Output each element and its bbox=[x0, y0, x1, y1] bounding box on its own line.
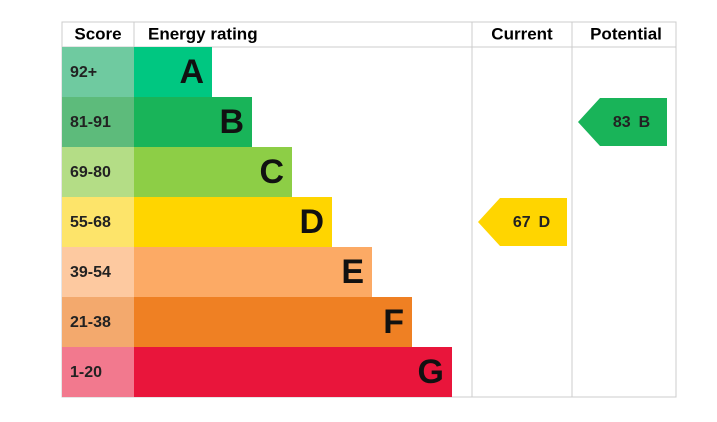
rating-letter: G bbox=[418, 353, 444, 391]
score-cell bbox=[62, 47, 134, 97]
current-value: 67 bbox=[513, 214, 531, 231]
score-cell bbox=[62, 297, 134, 347]
rating-letter: A bbox=[179, 53, 204, 91]
rating-bar bbox=[134, 97, 252, 147]
current-label: 67 D bbox=[513, 214, 550, 231]
rating-bar bbox=[134, 347, 452, 397]
rating-bar bbox=[134, 247, 372, 297]
potential-value: 83 bbox=[613, 114, 631, 131]
header-current: Current bbox=[491, 24, 553, 43]
rating-letter: B bbox=[219, 103, 244, 141]
rating-letter: F bbox=[383, 303, 404, 341]
rating-letter: C bbox=[259, 153, 284, 191]
rating-letter: D bbox=[299, 203, 324, 241]
rating-bar bbox=[134, 147, 292, 197]
rating-bar bbox=[134, 47, 212, 97]
score-label: 81-91 bbox=[70, 114, 111, 131]
score-cell bbox=[62, 197, 134, 247]
score-label: 1-20 bbox=[70, 364, 102, 381]
score-label: 55-68 bbox=[70, 214, 111, 231]
potential-arrow bbox=[578, 98, 667, 146]
score-label: 39-54 bbox=[70, 264, 111, 281]
rating-letter: E bbox=[341, 253, 364, 291]
score-label: 21-38 bbox=[70, 314, 111, 331]
current-letter: D bbox=[539, 214, 551, 231]
potential-label: 83 B bbox=[613, 114, 650, 131]
rating-bar bbox=[134, 297, 412, 347]
score-label: 69-80 bbox=[70, 164, 111, 181]
score-cell bbox=[62, 147, 134, 197]
potential-letter: B bbox=[639, 114, 651, 131]
score-cell bbox=[62, 347, 134, 397]
score-cell bbox=[62, 247, 134, 297]
score-label: 92+ bbox=[70, 64, 97, 81]
current-arrow bbox=[478, 198, 567, 246]
rating-bar bbox=[134, 197, 332, 247]
header-rating: Energy rating bbox=[148, 24, 258, 43]
header-potential: Potential bbox=[590, 24, 662, 43]
header-score: Score bbox=[74, 24, 121, 43]
score-cell bbox=[62, 97, 134, 147]
